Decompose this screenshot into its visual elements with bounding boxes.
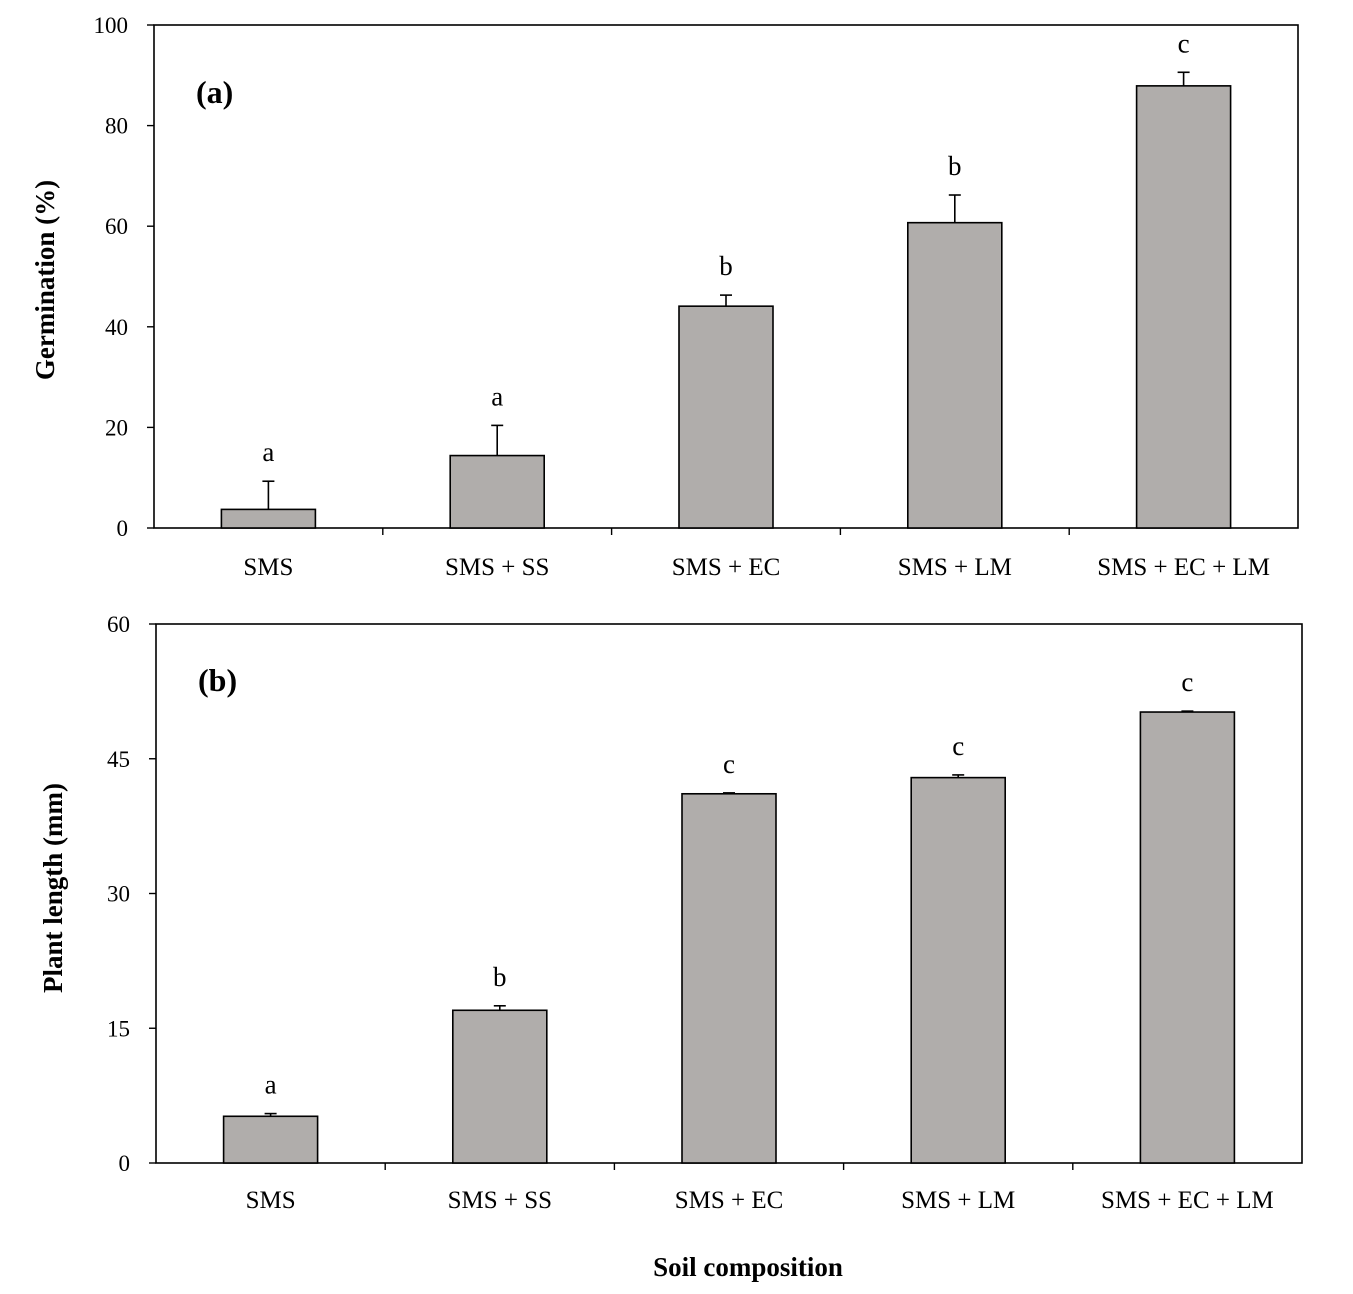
panel-label: (b) (198, 662, 237, 698)
bar (1135, 85, 1232, 529)
error-bar (491, 424, 504, 456)
panel-label: (a) (196, 74, 233, 110)
y-tick-label: 40 (105, 315, 128, 340)
bar (906, 221, 1003, 529)
error-bar (948, 194, 961, 223)
chart-panel-a: 0 20 40 60 80 100 a SMS a SMS + SS b SMS + EC b SMS +… (30, 13, 1299, 581)
error-bar (952, 774, 965, 778)
x-category-label: SMS (243, 554, 293, 581)
y-tick-label: 100 (94, 13, 129, 38)
error-bar (1181, 710, 1194, 713)
significance-letter: b (948, 151, 962, 181)
error-bar (262, 480, 275, 510)
error-bar (1177, 71, 1190, 86)
significance-letter: c (952, 731, 964, 761)
x-category-label: SMS (246, 1187, 296, 1214)
y-tick-label: 0 (119, 1151, 131, 1176)
x-category-label: SMS + LM (901, 1187, 1015, 1214)
bar (678, 305, 774, 529)
significance-letter: b (493, 962, 507, 992)
y-axis-title: Germination (%) (30, 180, 60, 380)
bar (449, 454, 546, 529)
y-tick-label: 80 (105, 114, 128, 139)
x-category-label: SMS + EC (672, 554, 781, 581)
x-axis-title: Soil composition (653, 1252, 843, 1282)
error-bar (264, 1112, 277, 1117)
significance-letter: b (719, 251, 733, 281)
y-axis-title: Plant length (mm) (38, 783, 68, 993)
bar (681, 792, 777, 1164)
y-tick-label: 60 (105, 214, 128, 239)
bar (910, 776, 1007, 1164)
y-tick-label: 30 (107, 882, 130, 907)
y-tick-label: 20 (105, 415, 128, 440)
significance-letter: c (1178, 28, 1190, 58)
significance-letter: a (265, 1070, 277, 1100)
x-category-label: SMS + LM (898, 554, 1012, 581)
chart-panel-b: 0 15 30 45 60 a SMS b SMS + SS c SMS + EC c SMS + LM… (38, 612, 1303, 1282)
significance-letter: c (723, 749, 735, 779)
x-category-label: SMS + EC + LM (1101, 1187, 1274, 1214)
bar (220, 508, 317, 529)
error-bar (723, 792, 735, 794)
x-category-label: SMS + SS (448, 1187, 552, 1214)
significance-letter: a (262, 437, 274, 467)
bar (222, 1115, 319, 1164)
y-tick-label: 0 (117, 516, 129, 541)
x-category-label: SMS + EC + LM (1097, 554, 1270, 581)
bar (1139, 711, 1236, 1164)
y-tick-label: 60 (107, 612, 130, 637)
x-category-label: SMS + EC (675, 1187, 784, 1214)
x-category-label: SMS + SS (445, 554, 549, 581)
error-bar (720, 294, 732, 307)
y-tick-label: 15 (107, 1016, 130, 1041)
y-tick-label: 45 (107, 747, 130, 772)
error-bar (493, 1004, 506, 1011)
significance-letter: a (491, 381, 503, 411)
bar (451, 1009, 548, 1164)
significance-letter: c (1181, 667, 1193, 697)
